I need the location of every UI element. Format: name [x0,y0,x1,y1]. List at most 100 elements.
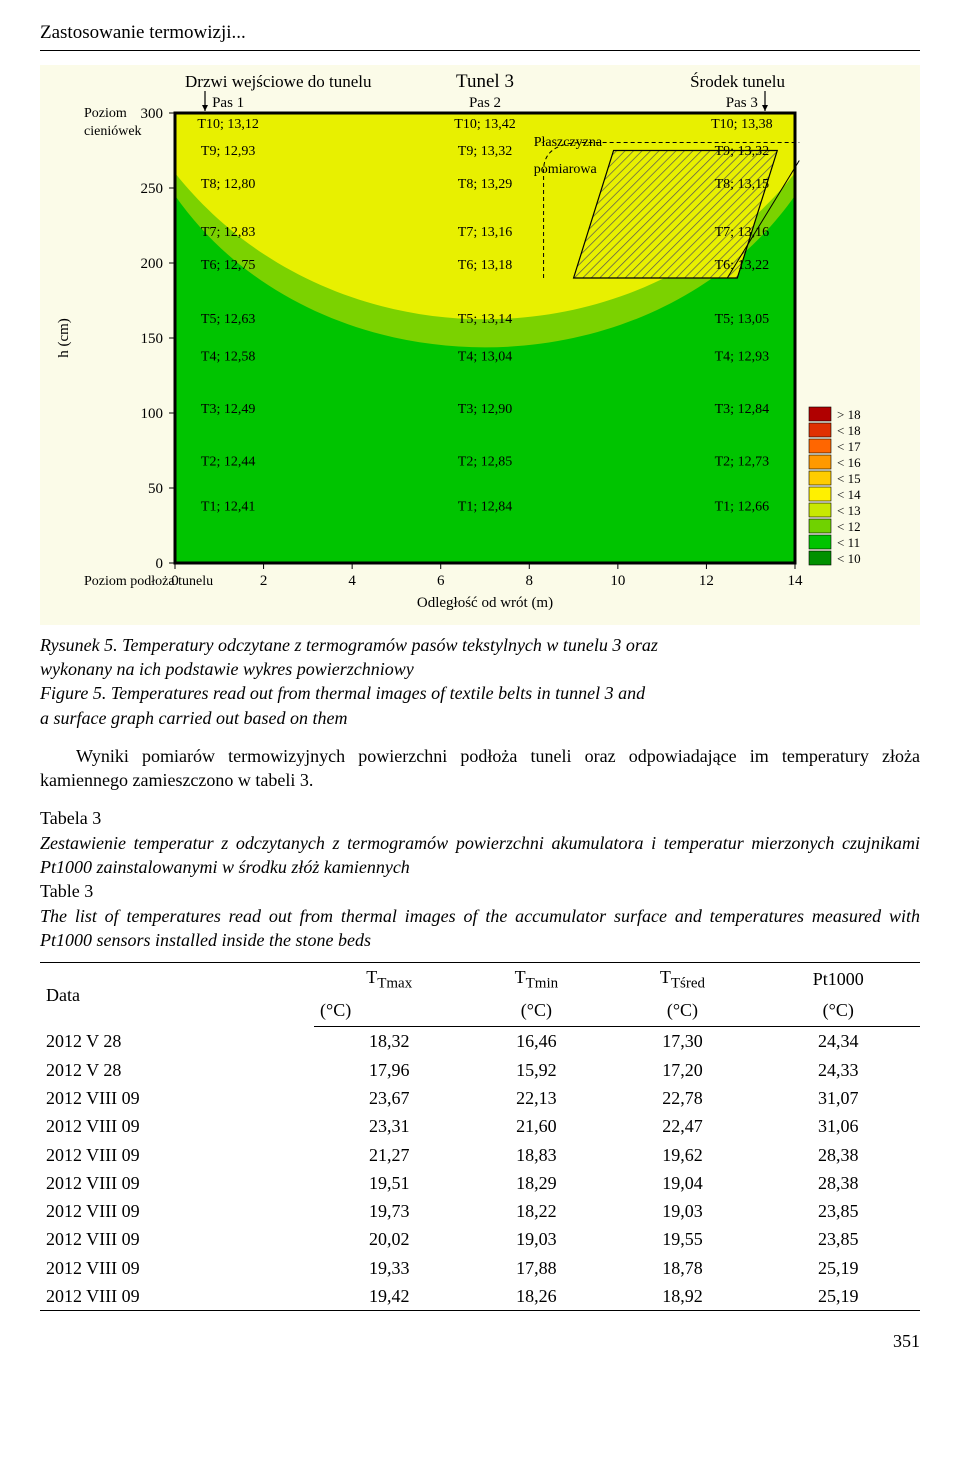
table-cell: 23,85 [757,1197,920,1225]
table-row: 2012 V 2817,9615,9217,2024,33 [40,1056,920,1084]
table-caption-pl-body: Zestawienie temperatur z odczytanych z t… [40,831,920,880]
svg-text:2: 2 [260,573,268,589]
page-title: Zastosowanie termowizji... [40,20,920,46]
table-cell: 17,30 [608,1027,756,1056]
svg-text:T9; 13,32: T9; 13,32 [715,144,769,159]
svg-text:0: 0 [156,556,164,572]
svg-text:12: 12 [699,573,714,589]
unit-pt1000: (°C) [757,996,920,1027]
table-cell: 2012 VIII 09 [40,1141,314,1169]
table-cell: 22,47 [608,1112,756,1140]
table-row: 2012 VIII 0919,3317,8818,7825,19 [40,1254,920,1282]
table-cell: 18,78 [608,1254,756,1282]
table-cell: 24,33 [757,1056,920,1084]
table-cell: 17,88 [464,1254,608,1282]
svg-text:T8; 13,29: T8; 13,29 [458,177,512,192]
table-cell: 25,19 [757,1254,920,1282]
svg-text:Pas 3: Pas 3 [726,95,758,111]
svg-text:200: 200 [141,256,164,272]
table-cell: 19,62 [608,1141,756,1169]
table-cell: 19,33 [314,1254,464,1282]
table-cell: 2012 VIII 09 [40,1225,314,1253]
svg-text:T1; 12,84: T1; 12,84 [458,499,512,514]
table-caption-en-body: The list of temperatures read out from t… [40,904,920,953]
svg-text:< 10: < 10 [837,551,861,566]
svg-text:6: 6 [437,573,445,589]
svg-text:Odległość od wrót (m): Odległość od wrót (m) [417,595,553,611]
svg-text:T5; 12,63: T5; 12,63 [201,312,255,327]
page-number: 351 [40,1329,920,1353]
fig-caption-pl-1: Rysunek 5. Temperatury odczytane z termo… [40,633,920,657]
unit-tsred: (°C) [608,996,756,1027]
svg-text:250: 250 [141,181,164,197]
table-cell: 18,22 [464,1197,608,1225]
table-cell: 18,83 [464,1141,608,1169]
table-cell: 20,02 [314,1225,464,1253]
svg-text:T2; 12,73: T2; 12,73 [715,454,769,469]
table-row: 2012 VIII 0919,7318,2219,0323,85 [40,1197,920,1225]
table-cell: 22,13 [464,1084,608,1112]
svg-text:T3; 12,90: T3; 12,90 [458,402,512,417]
table-cell: 23,67 [314,1084,464,1112]
svg-text:Środek tunelu: Środek tunelu [690,72,785,91]
svg-text:100: 100 [141,406,164,422]
svg-text:T6; 12,75: T6; 12,75 [201,258,255,273]
table-cell: 19,03 [608,1197,756,1225]
table-cell: 18,92 [608,1282,756,1311]
svg-text:< 15: < 15 [837,471,861,486]
svg-text:Poziom podłoża tunelu: Poziom podłoża tunelu [84,574,213,589]
unit-tmin: (°C) [464,996,608,1027]
table-caption-pl-head: Tabela 3 [40,806,920,830]
table-cell: 15,92 [464,1056,608,1084]
svg-text:pomiarowa: pomiarowa [534,162,598,177]
table-row: 2012 V 2818,3216,4617,3024,34 [40,1027,920,1056]
svg-text:T5; 13,14: T5; 13,14 [458,312,512,327]
svg-text:< 11: < 11 [837,535,860,550]
col-tmax: TTmax [314,963,464,996]
table-cell: 19,73 [314,1197,464,1225]
table-header-row: Data TTmax TTmin TTśred Pt1000 [40,963,920,996]
unit-tmax: (°C) [314,996,464,1027]
table-row: 2012 VIII 0923,3121,6022,4731,06 [40,1112,920,1140]
table-cell: 19,55 [608,1225,756,1253]
svg-text:< 13: < 13 [837,503,861,518]
table-cell: 18,32 [314,1027,464,1056]
svg-text:< 14: < 14 [837,487,861,502]
table-cell: 18,29 [464,1169,608,1197]
table-cell: 19,04 [608,1169,756,1197]
svg-text:Poziom: Poziom [84,106,127,121]
svg-text:T4; 12,93: T4; 12,93 [715,349,769,364]
svg-text:T3; 12,49: T3; 12,49 [201,402,255,417]
table-cell: 31,07 [757,1084,920,1112]
fig-caption-pl-2: wykonany na ich podstawie wykres powierz… [40,657,920,681]
svg-text:T7; 13,16: T7; 13,16 [715,225,769,240]
table-cell: 19,42 [314,1282,464,1311]
table-cell: 2012 VIII 09 [40,1197,314,1225]
table-cell: 16,46 [464,1027,608,1056]
svg-text:50: 50 [148,481,163,497]
table-row: 2012 VIII 0919,5118,2919,0428,38 [40,1169,920,1197]
svg-text:< 17: < 17 [837,439,861,454]
fig-caption-en-1: Figure 5. Temperatures read out from the… [40,681,920,705]
table-cell: 2012 VIII 09 [40,1169,314,1197]
table-caption: Tabela 3 Zestawienie temperatur z odczyt… [40,806,920,952]
table-cell: 21,27 [314,1141,464,1169]
svg-text:> 18: > 18 [837,407,861,422]
svg-text:T7; 13,16: T7; 13,16 [458,225,512,240]
table-cell: 2012 VIII 09 [40,1112,314,1140]
svg-text:10: 10 [610,573,625,589]
tunnel-chart: Drzwi wejściowe do tuneluTunel 3Środek t… [40,65,920,625]
svg-text:T3; 12,84: T3; 12,84 [715,402,769,417]
header-rule [40,50,920,51]
svg-text:< 12: < 12 [837,519,861,534]
figure-caption: Rysunek 5. Temperatury odczytane z termo… [40,633,920,730]
col-tsred: TTśred [608,963,756,996]
svg-text:T7; 12,83: T7; 12,83 [201,225,255,240]
table-cell: 19,03 [464,1225,608,1253]
svg-text:T5; 13,05: T5; 13,05 [715,312,769,327]
table-row: 2012 VIII 0919,4218,2618,9225,19 [40,1282,920,1311]
svg-text:< 16: < 16 [837,455,861,470]
temperatures-table: Data TTmax TTmin TTśred Pt1000 (°C) (°C)… [40,962,920,1311]
svg-text:< 18: < 18 [837,423,861,438]
svg-text:Pas 1: Pas 1 [212,95,244,111]
